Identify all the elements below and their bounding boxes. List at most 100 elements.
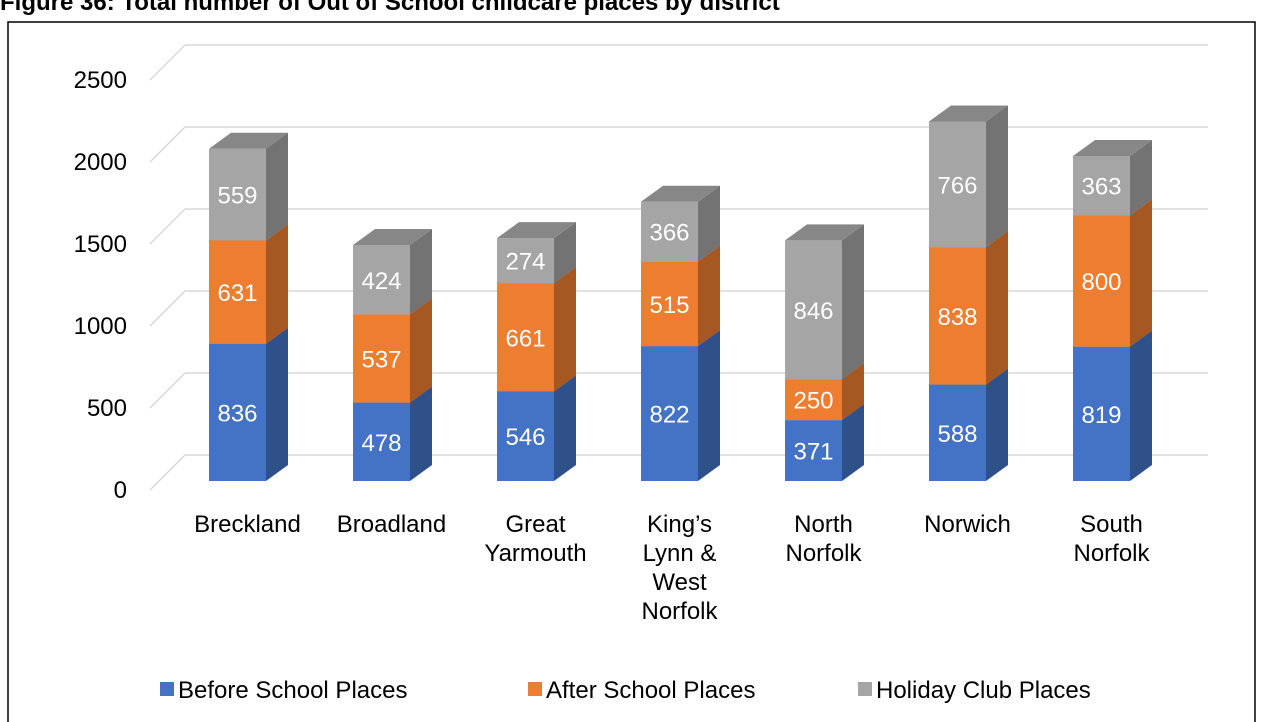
data-label: 250 [793, 388, 833, 415]
bar-top [929, 105, 1008, 122]
x-tick-label-line: Yarmouth [484, 540, 586, 567]
grid-line [149, 208, 1208, 245]
y-tick-label: 2500 [74, 67, 127, 94]
bar-side [1130, 139, 1152, 216]
bar-segment [209, 240, 266, 344]
bar-segment [929, 384, 986, 481]
bar-segment [209, 343, 266, 481]
bar-side [986, 231, 1008, 385]
data-label: 800 [1081, 269, 1121, 296]
bar-side [554, 267, 576, 392]
data-label: 424 [361, 268, 401, 295]
bar-side [986, 368, 1008, 481]
legend-label: Holiday Club Places [876, 677, 1091, 704]
x-tick-label: South Norfolk [1073, 511, 1150, 567]
x-tick-label-line: South [1080, 511, 1143, 538]
x-tick-label-line: Norwich [924, 511, 1011, 538]
bar-top [209, 132, 288, 149]
bar-side [410, 229, 432, 315]
grid-line [149, 126, 1208, 163]
data-label: 371 [793, 439, 833, 466]
bar-top [641, 185, 720, 202]
x-tick-label-line: Norfolk [1073, 540, 1150, 567]
bar-segment [1073, 155, 1130, 216]
bar-side [842, 363, 864, 421]
bar-side [266, 132, 288, 241]
data-label: 836 [217, 400, 257, 427]
bar-segment [785, 420, 842, 481]
bar-side [842, 404, 864, 481]
bar-top [497, 222, 576, 239]
bar-segment [785, 240, 842, 380]
data-label: 661 [505, 325, 545, 352]
bar-top [1073, 139, 1152, 156]
bar-segment [353, 402, 410, 481]
bar-segment [1073, 215, 1130, 347]
bar-side [554, 375, 576, 481]
legend-swatch [858, 682, 872, 696]
bar-segment [641, 346, 698, 481]
x-tick-label-line: King’s [647, 511, 712, 538]
x-tick-label: Broadland [337, 511, 446, 538]
bar-segment [1073, 346, 1130, 481]
x-tick-label: North Norfolk [785, 511, 862, 567]
data-label: 822 [649, 402, 689, 429]
data-label: 766 [937, 172, 977, 199]
data-label: 846 [793, 298, 833, 325]
y-tick-label: 1500 [74, 231, 127, 258]
x-tick-label-line: North [794, 511, 853, 538]
x-tick-label-line: Great [505, 511, 565, 538]
bar-segment [497, 238, 554, 284]
y-tick-label: 1000 [74, 313, 127, 340]
x-tick-label: Great Yarmouth [484, 511, 586, 567]
y-tick-label: 0 [114, 477, 127, 504]
data-label: 478 [361, 430, 401, 457]
bar-side [698, 185, 720, 262]
data-label: 274 [505, 249, 545, 276]
bar-segment [641, 201, 698, 262]
legend-label: Before School Places [178, 677, 407, 704]
data-label: 588 [937, 421, 977, 448]
x-tick-label-line: Lynn & [643, 540, 717, 567]
y-tick-label: 2000 [74, 149, 127, 176]
bar-segment [497, 391, 554, 481]
data-label: 546 [505, 424, 545, 451]
x-tick-label: Norwich [924, 511, 1011, 538]
bar-segment [785, 379, 842, 421]
bar-segment [209, 148, 266, 241]
bar-segment [929, 121, 986, 248]
grid-line [149, 454, 1208, 491]
x-tick-label: Breckland [194, 511, 301, 538]
bar-segment [353, 245, 410, 315]
legend-swatch [160, 682, 174, 696]
bar-side [986, 105, 1008, 248]
legend-swatch [528, 682, 542, 696]
bar-side [1130, 330, 1152, 481]
data-label: 631 [217, 280, 257, 307]
x-tick-label: King’s Lynn & West Norfolk [641, 511, 718, 625]
y-tick-label: 500 [87, 395, 127, 422]
grid-line [149, 372, 1208, 409]
bar-side [266, 327, 288, 481]
bar-side [410, 298, 432, 403]
x-tick-label-line: Broadland [337, 511, 446, 538]
data-label: 537 [361, 347, 401, 374]
legend-label: After School Places [546, 677, 755, 704]
bar-segment [497, 283, 554, 392]
grid-line [149, 290, 1208, 327]
x-tick-label-line: Norfolk [785, 540, 862, 567]
x-tick-label-line: Breckland [194, 511, 301, 538]
bar-segment [353, 314, 410, 403]
bar-side [554, 222, 576, 284]
bar-side [266, 224, 288, 344]
bar-segment [929, 247, 986, 385]
bar-top [353, 229, 432, 246]
bar-side [698, 330, 720, 481]
data-label: 559 [217, 183, 257, 210]
x-tick-label-line: Norfolk [641, 598, 718, 625]
chart-title: Figure 36: Total number of Out of School… [0, 0, 780, 16]
bar-side [698, 245, 720, 347]
x-tick-label-line: West [652, 569, 707, 596]
bar-side [1130, 199, 1152, 347]
